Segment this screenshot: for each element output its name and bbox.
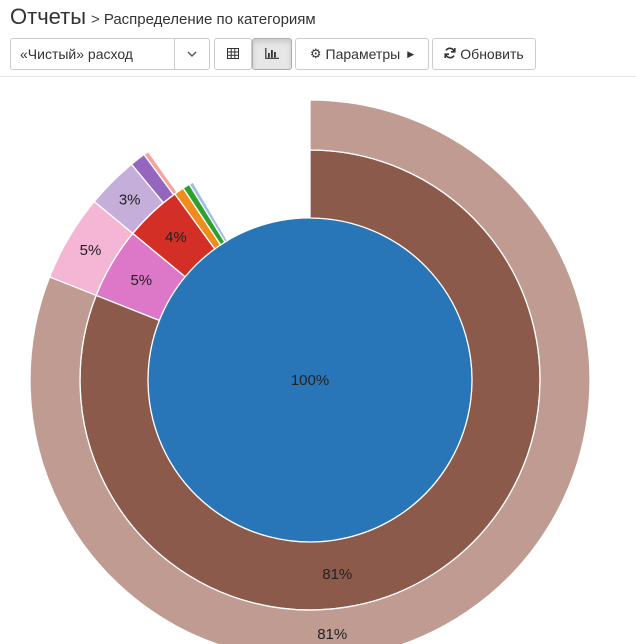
middle-ring-label-2: 4% (165, 229, 187, 246)
category-distribution-chart: 100% 81% 5% 4% 81% 5% 3% (29, 99, 591, 644)
bar-chart-icon (265, 46, 279, 62)
chart-view-button[interactable] (252, 38, 292, 70)
table-view-button[interactable] (214, 38, 252, 70)
caret-right-icon: ▶ (407, 48, 415, 59)
page-subtitle: Распределение по категориям (103, 11, 316, 28)
table-icon (227, 46, 239, 62)
page-title[interactable]: Отчеты (10, 4, 87, 29)
middle-ring-label-0: 81% (322, 566, 352, 583)
toolbar-divider (0, 76, 636, 77)
breadcrumb-separator: > (91, 11, 100, 28)
breadcrumb: Отчеты > Распределение по категориям (10, 4, 316, 32)
refresh-icon (444, 47, 456, 62)
outer-ring-slice-4[interactable] (143, 150, 179, 196)
refresh-button[interactable]: Обновить (432, 38, 536, 70)
inner-ring-label-0: 100% (291, 372, 329, 389)
outer-ring-label-2: 3% (119, 192, 141, 209)
middle-ring-slice-5[interactable] (188, 181, 229, 244)
refresh-button-label: Обновить (460, 46, 524, 62)
outer-ring-slice-0[interactable] (29, 99, 591, 644)
chevron-down-icon[interactable] (174, 39, 209, 69)
outer-ring-label-0: 81% (317, 626, 347, 643)
params-button-label: Параметры (325, 46, 401, 62)
expense-type-select-value: «Чистый» расход (20, 46, 133, 62)
middle-ring-label-1: 5% (130, 272, 152, 289)
params-button[interactable]: ⚙ Параметры ▶ (295, 38, 429, 70)
outer-ring-label-1: 5% (80, 242, 102, 259)
gear-icon: ⚙ (309, 46, 322, 61)
expense-type-select[interactable]: «Чистый» расход (10, 38, 210, 70)
